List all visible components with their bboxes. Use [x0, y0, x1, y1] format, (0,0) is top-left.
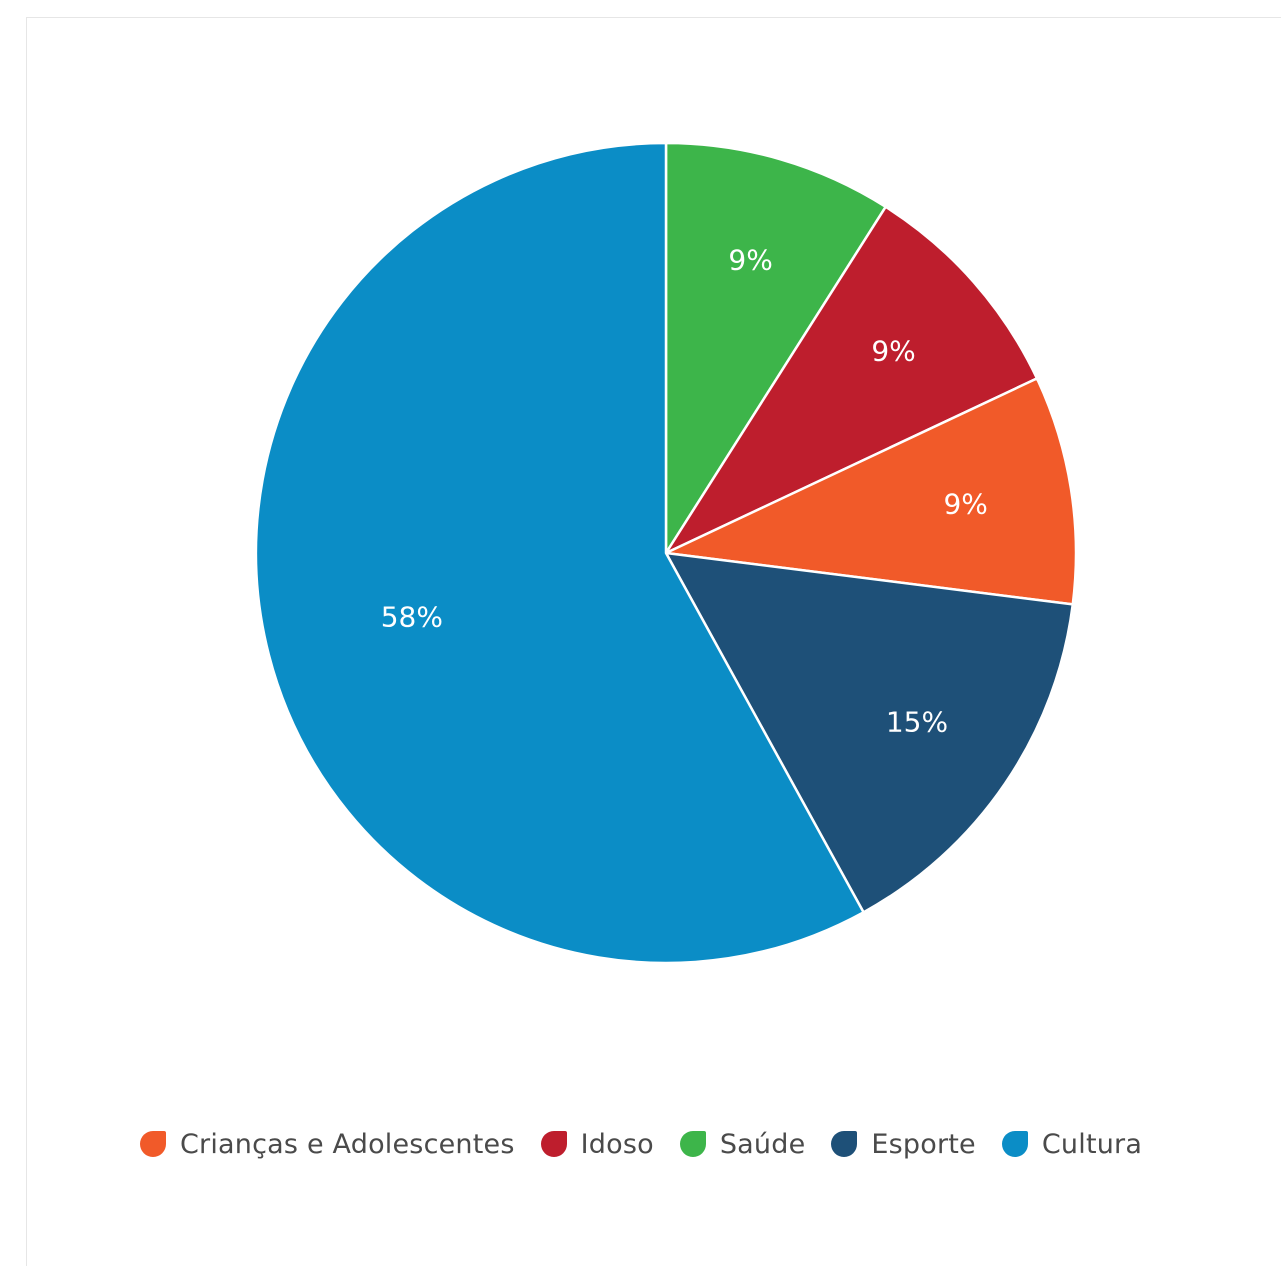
legend-label: Cultura	[1041, 1128, 1143, 1160]
legend-swatch	[540, 1131, 567, 1157]
legend-item-cultura[interactable]: Cultura	[1001, 1128, 1143, 1160]
legend-item-saude[interactable]: Saúde	[679, 1128, 806, 1160]
legend-label: Saúde	[719, 1128, 806, 1160]
pie-slices	[254, 141, 1078, 965]
pie-slice-label-esporte: 15%	[886, 706, 948, 739]
pie-slice-cultura[interactable]	[254, 141, 865, 965]
legend-swatch	[831, 1131, 858, 1157]
legend-swatch	[1001, 1131, 1028, 1157]
legend-label: Idoso	[580, 1128, 654, 1160]
legend-label: Esporte	[871, 1128, 976, 1160]
pie-slice-criancas-e-adolescentes[interactable]	[664, 377, 1078, 606]
legend-item-esporte[interactable]: Esporte	[831, 1128, 976, 1160]
pie-slice-saude[interactable]	[664, 141, 887, 555]
legend-item-criancas-e-adolescentes[interactable]: Crianças e Adolescentes	[140, 1129, 515, 1160]
legend-label: Crianças e Adolescentes	[180, 1128, 515, 1160]
legend-swatch	[679, 1131, 706, 1157]
chart-legend: Crianças e Adolescentes Idoso Saúde Espo…	[140, 1126, 1142, 1162]
legend-item-idoso[interactable]: Idoso	[540, 1128, 654, 1160]
pie-slice-esporte[interactable]	[664, 551, 1075, 914]
pie-slice-label-saude: 9%	[728, 244, 772, 277]
pie-slice-label-criancas-e-adolescentes: 9%	[943, 488, 987, 521]
pie-slice-labels: 9% 9% 9% 15% 58%	[381, 244, 988, 739]
pie-slice-label-idoso: 9%	[871, 334, 915, 367]
legend-swatch	[140, 1131, 166, 1157]
pie-slice-label-cultura: 58%	[381, 600, 443, 633]
pie-slice-idoso[interactable]	[664, 205, 1039, 555]
